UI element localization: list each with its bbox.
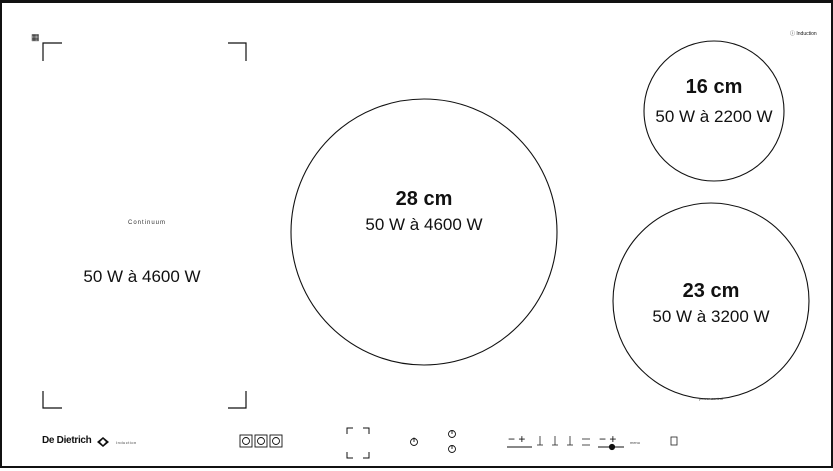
corner-top-left (42, 42, 62, 61)
left-zone-power: 50 W à 4600 W (83, 267, 201, 286)
zone-select-icon-3[interactable] (269, 434, 283, 448)
minus-plus-left[interactable]: − + (508, 432, 526, 446)
zone-28cm-power: 50 W à 4600 W (365, 215, 483, 234)
corner-top-right (228, 42, 247, 61)
slider-knob[interactable] (608, 443, 616, 451)
corner-bottom-left (42, 391, 62, 409)
zone-select-icon-1[interactable] (239, 434, 253, 448)
brand-name: De Dietrich (42, 435, 92, 446)
timer-down-icon[interactable] (448, 445, 456, 453)
zone-select-icon-2[interactable] (254, 434, 268, 448)
sub-brand: Induction (116, 440, 137, 445)
zone-23cm-caption: power control (698, 396, 723, 401)
zone-23cm-size: 23 cm (682, 280, 740, 302)
function-icons (537, 436, 678, 446)
cooktop-drawing (42, 40, 810, 459)
zone-23cm-power: 50 W à 3200 W (652, 307, 770, 326)
lock-icon[interactable] (670, 436, 678, 446)
circle-glyph-3 (272, 437, 280, 445)
circle-glyph-2 (257, 437, 265, 445)
menu-label[interactable]: menu (630, 440, 641, 445)
circle-glyph-1 (242, 437, 250, 445)
zone-16cm-size: 16 cm (685, 76, 743, 98)
timer-up-icon[interactable] (448, 430, 456, 438)
left-zone-corners (42, 42, 247, 409)
brand-logo-icon (97, 437, 109, 447)
power-slider[interactable] (507, 443, 624, 451)
power-timer-icons (239, 434, 283, 448)
corner-bottom-right (228, 391, 247, 409)
zone-16cm-power: 50 W à 2200 W (655, 107, 773, 126)
corner-glyph-icon: ▦ (31, 32, 40, 42)
power-icons (410, 430, 456, 453)
zone-16cm-circle (643, 40, 785, 182)
minus-plus-right[interactable]: − + (599, 432, 617, 446)
zone-28cm-size: 28 cm (395, 188, 453, 210)
flex-zone-icon[interactable] (346, 427, 370, 459)
continuum-caption: Continuum (127, 220, 166, 226)
zone-23cm-circle (612, 202, 810, 400)
zone-28cm-circle (290, 98, 558, 366)
induction-badge: ⓘ Induction (790, 31, 817, 37)
